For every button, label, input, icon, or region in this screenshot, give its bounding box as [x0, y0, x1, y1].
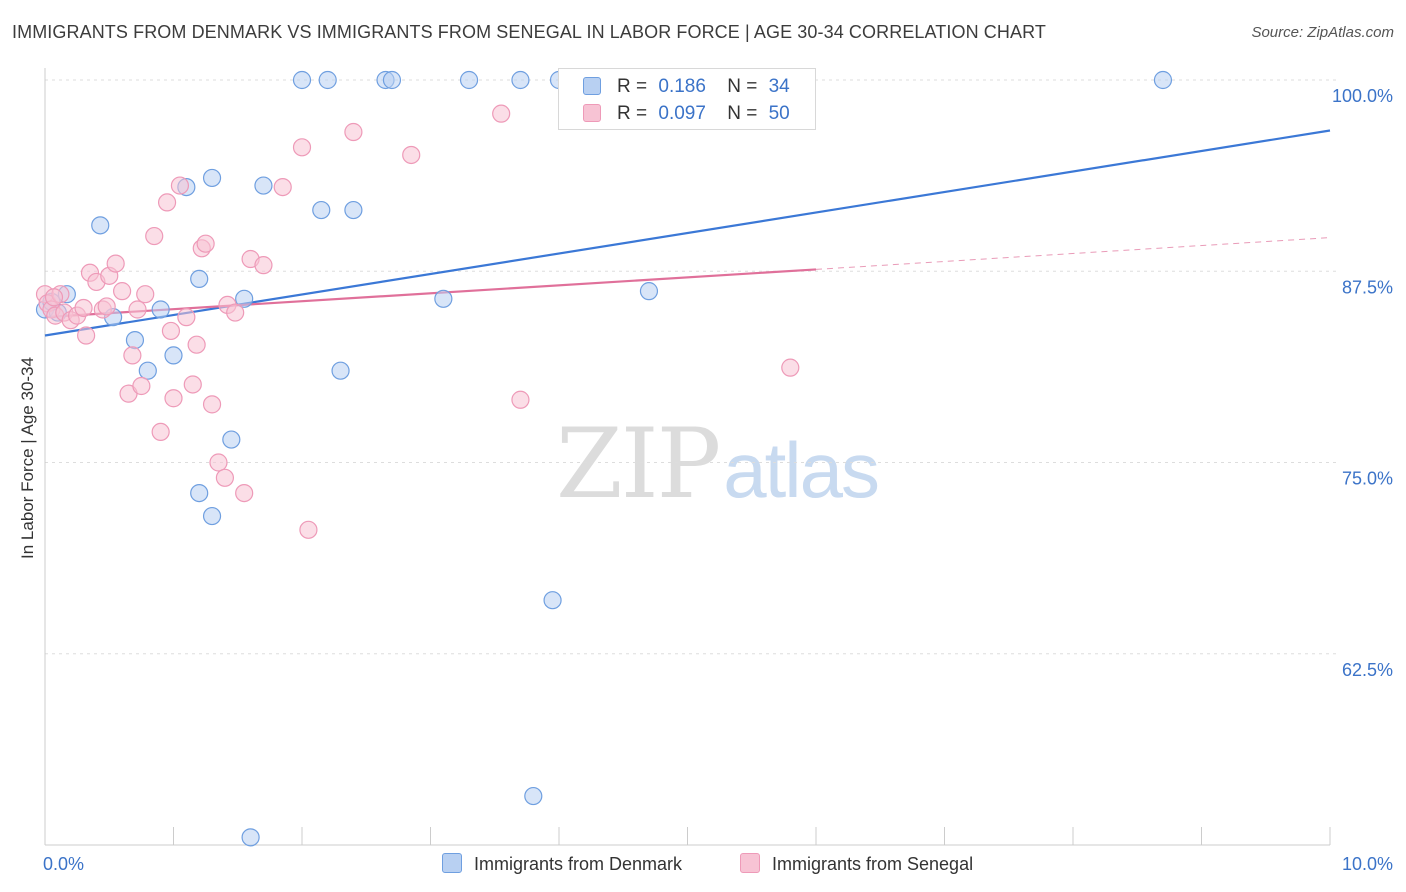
- denmark-point: [222, 430, 241, 449]
- denmark-trend-line: [44, 129, 1331, 337]
- senegal-point: [196, 234, 215, 253]
- denmark-point: [524, 786, 543, 806]
- senegal-point: [145, 226, 164, 246]
- senegal-point: [77, 326, 96, 345]
- senegal-point: [177, 308, 196, 327]
- senegal-point: [97, 297, 116, 316]
- legend-r-value: 0.186: [658, 76, 706, 97]
- y-axis-label: In Labor Force | Age 30-34: [18, 357, 37, 559]
- senegal-point: [151, 422, 170, 441]
- senegal-point: [132, 376, 151, 396]
- senegal-point: [136, 285, 155, 304]
- x-tick-label-min: 0.0%: [43, 854, 84, 874]
- senegal-point: [161, 321, 181, 341]
- series-swatch-senegal: [740, 853, 760, 873]
- denmark-point: [331, 361, 350, 380]
- denmark-point: [543, 591, 562, 610]
- denmark-point: [235, 289, 254, 308]
- senegal-point: [492, 104, 511, 123]
- senegal-point: [781, 358, 800, 377]
- senegal-point: [112, 282, 132, 301]
- series-swatch-denmark: [442, 853, 462, 873]
- gridlines: [45, 79, 1338, 655]
- legend-text-denmark: R = 0.186 N = 34: [617, 74, 790, 100]
- senegal-point: [402, 145, 421, 165]
- denmark-point: [91, 216, 110, 235]
- denmark-point: [382, 70, 402, 90]
- y-tick-label: 75.0%: [1342, 469, 1393, 489]
- senegal-point: [128, 300, 147, 319]
- watermark-atlas: atlas: [723, 426, 880, 514]
- data-points: [35, 70, 1173, 847]
- denmark-point: [254, 176, 273, 195]
- senegal-point: [209, 453, 228, 472]
- senegal-point: [74, 298, 93, 318]
- series-label-senegal: Immigrants from Senegal: [772, 854, 974, 874]
- legend-r-label: R =: [617, 76, 648, 97]
- y-tick-label: 87.5%: [1342, 277, 1393, 297]
- denmark-point: [344, 200, 363, 220]
- denmark-point: [190, 484, 209, 503]
- denmark-point: [151, 300, 170, 319]
- senegal-point: [187, 335, 206, 354]
- senegal-point: [202, 395, 222, 414]
- denmark-point: [639, 282, 659, 301]
- legend-text-senegal: R = 0.097 N = 50: [617, 101, 790, 127]
- tick-labels: 100.0% 87.5% 75.0% 62.5% 0.0% 10.0%: [43, 86, 1393, 874]
- denmark-point: [312, 200, 331, 220]
- trend-lines: [44, 129, 1331, 337]
- senegal-point: [344, 122, 363, 142]
- legend-r-label: R =: [617, 103, 648, 124]
- legend-n-value: 50: [768, 103, 790, 124]
- x-tick-label-max: 10.0%: [1342, 854, 1393, 874]
- axes: [44, 68, 1331, 846]
- y-tick-label: 100.0%: [1332, 86, 1393, 106]
- legend-n-value: 34: [768, 76, 790, 97]
- senegal-trend-line-dashed: [815, 237, 1331, 270]
- denmark-point: [164, 346, 183, 365]
- chart-source: Source: ZipAtlas.com: [1251, 24, 1394, 41]
- senegal-point: [44, 288, 64, 307]
- watermark: ZIPatlas: [556, 408, 880, 520]
- legend-swatch-senegal: [583, 104, 601, 122]
- denmark-point: [202, 168, 222, 188]
- denmark-point: [318, 70, 337, 90]
- watermark-zip: ZIP: [556, 408, 721, 520]
- senegal-trend-line: [44, 268, 817, 319]
- legend-n-label: N =: [727, 103, 758, 124]
- senegal-point: [164, 389, 183, 408]
- senegal-point: [106, 254, 125, 273]
- senegal-point: [215, 468, 234, 487]
- senegal-point: [273, 178, 292, 197]
- denmark-point: [459, 70, 479, 90]
- senegal-point: [511, 390, 530, 409]
- y-tick-label: 62.5%: [1342, 660, 1393, 680]
- denmark-point: [190, 269, 209, 288]
- senegal-point: [123, 346, 142, 365]
- series-label-denmark: Immigrants from Denmark: [474, 854, 683, 874]
- senegal-point: [235, 484, 254, 503]
- legend-r-value: 0.097: [658, 103, 706, 124]
- senegal-point: [292, 138, 312, 157]
- denmark-point: [138, 361, 157, 380]
- denmark-point: [292, 70, 312, 90]
- denmark-point: [434, 289, 453, 308]
- senegal-point: [226, 303, 245, 322]
- senegal-point: [183, 375, 202, 394]
- denmark-point: [1153, 70, 1173, 90]
- denmark-point: [241, 828, 260, 847]
- denmark-point: [125, 331, 145, 350]
- denmark-point: [511, 70, 530, 90]
- senegal-point: [299, 520, 318, 539]
- senegal-point: [157, 193, 177, 212]
- legend-n-label: N =: [727, 76, 758, 97]
- senegal-point: [170, 176, 190, 195]
- chart-title: IMMIGRANTS FROM DENMARK VS IMMIGRANTS FR…: [12, 22, 1046, 42]
- denmark-point: [202, 506, 222, 526]
- correlation-legend: R = 0.186 N = 34 R = 0.097 N = 50: [558, 68, 816, 130]
- senegal-point: [254, 256, 273, 275]
- legend-swatch-denmark: [583, 77, 601, 95]
